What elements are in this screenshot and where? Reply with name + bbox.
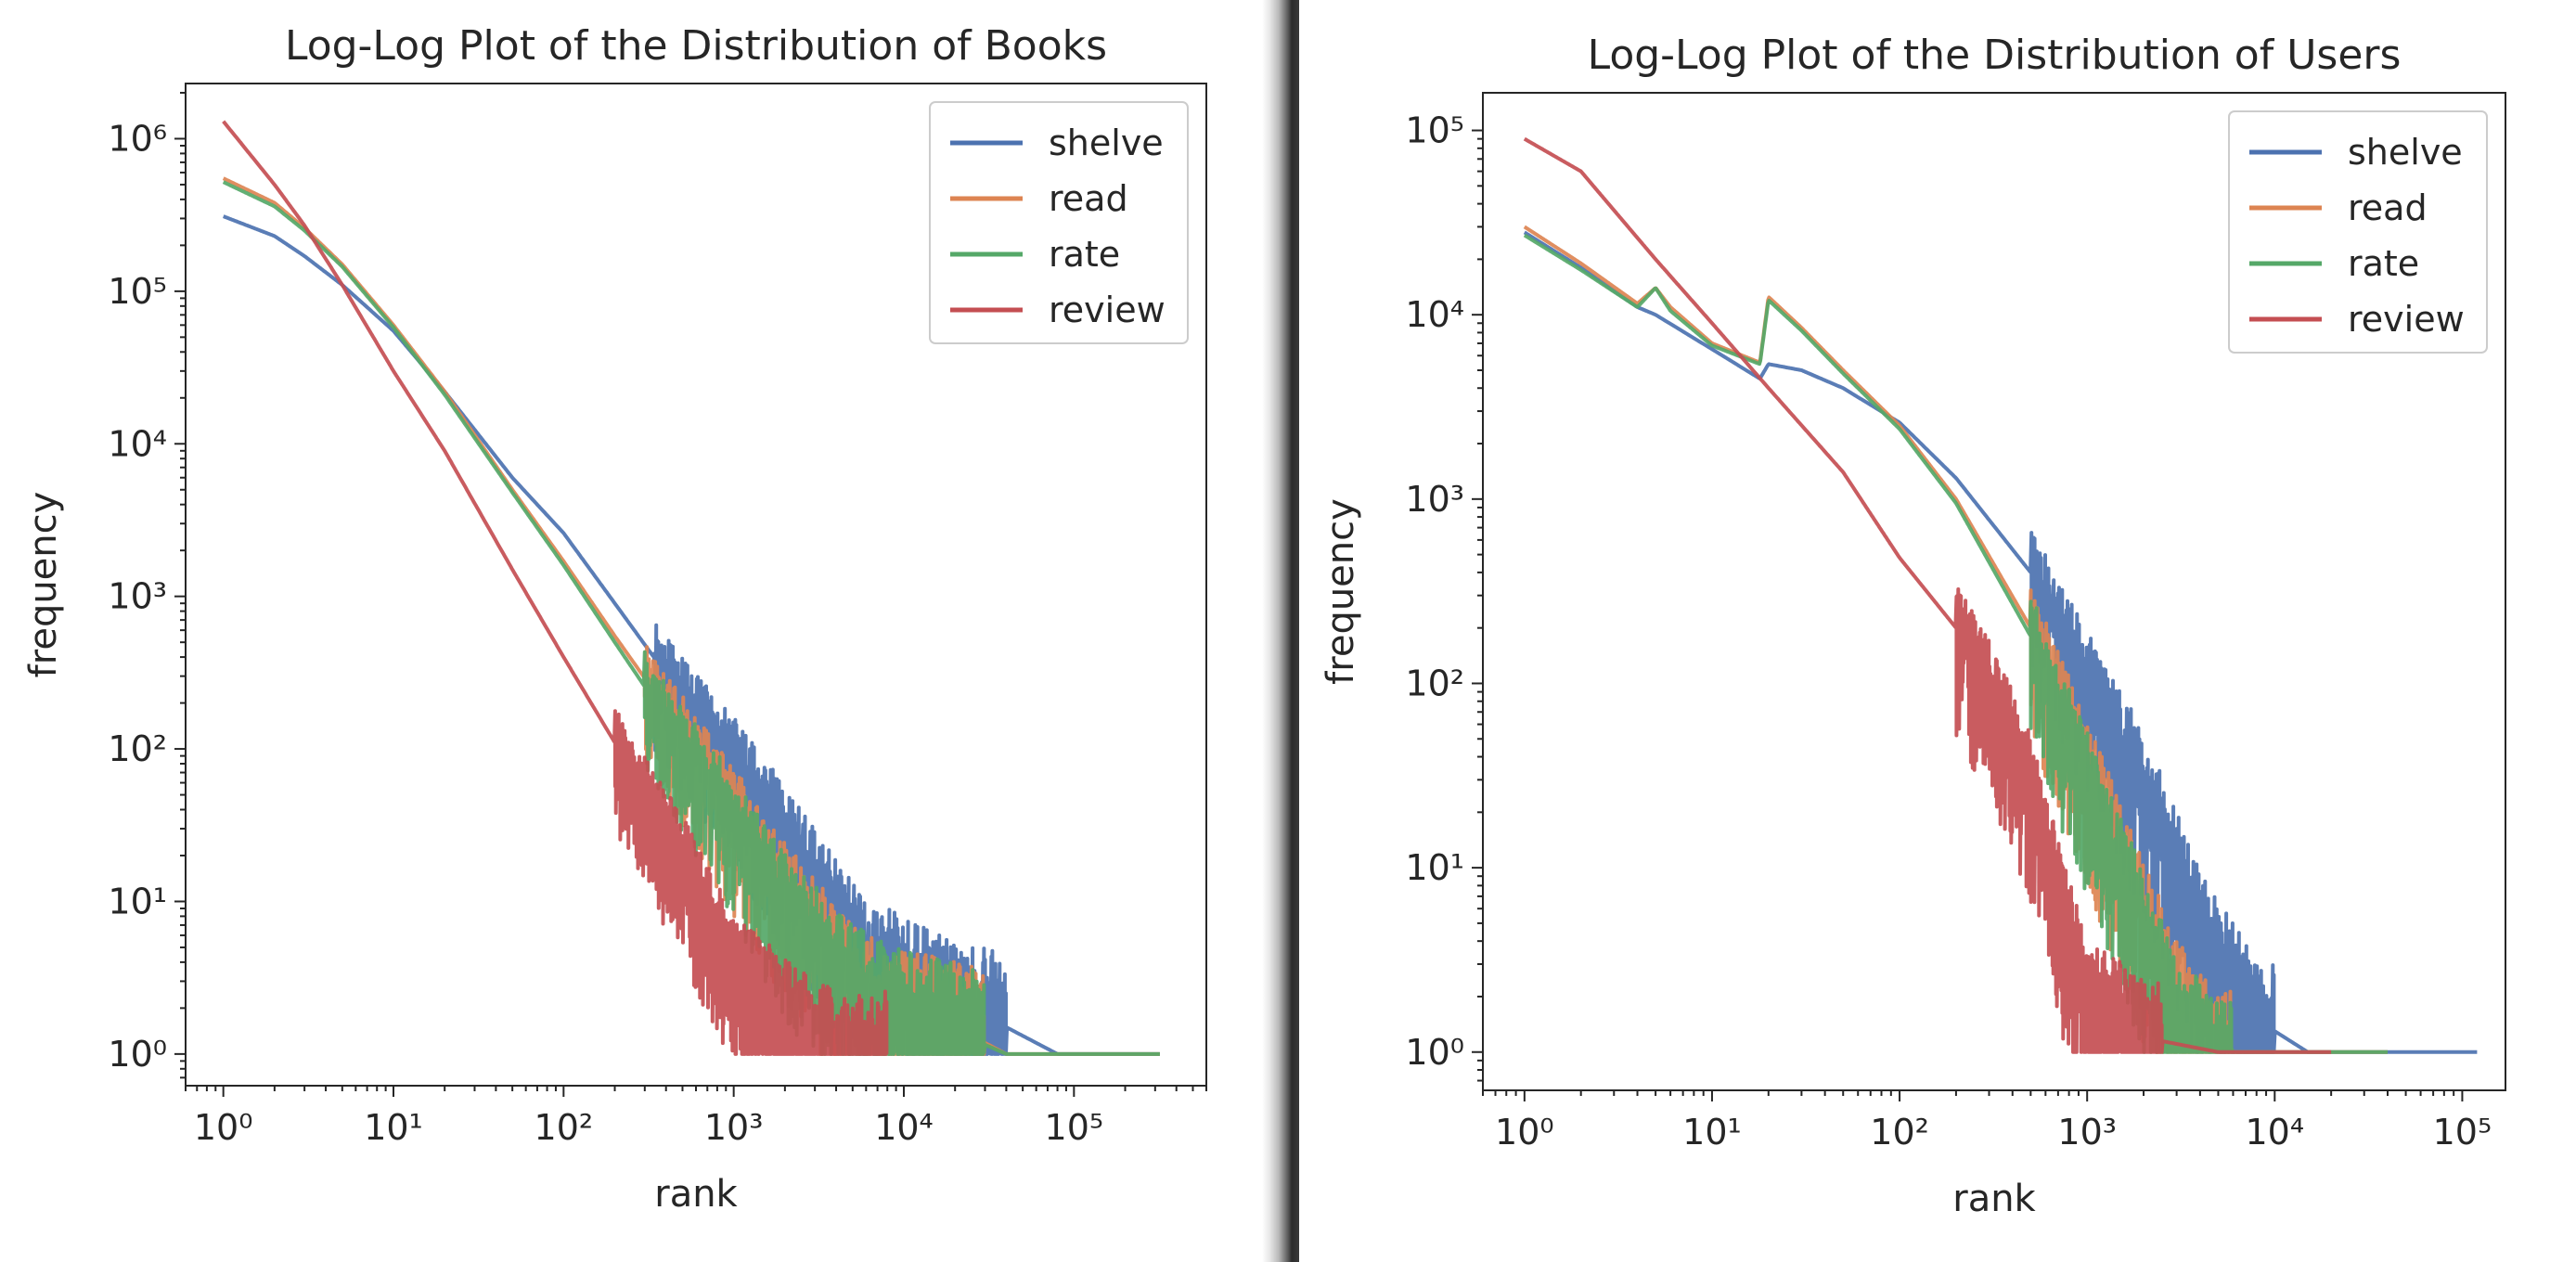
y-tick-label: 10³ <box>108 576 167 617</box>
x-tick-label: 10³ <box>704 1107 764 1148</box>
y-axis-label: frequency <box>1320 498 1362 685</box>
y-tick-label: 10⁵ <box>1405 110 1464 151</box>
series-line-review <box>222 120 889 1056</box>
plot-series-group <box>222 120 1161 1056</box>
series-line-rate <box>1523 233 2389 1054</box>
x-tick-label: 10¹ <box>364 1107 423 1148</box>
chart-title: Log-Log Plot of the Distribution of Book… <box>285 22 1107 70</box>
x-tick-label: 10² <box>1870 1112 1929 1153</box>
plot-series-group <box>1523 136 2479 1054</box>
y-tick-label: 10⁰ <box>1405 1032 1464 1073</box>
legend: shelve read rate review <box>2228 110 2488 354</box>
chart-title: Log-Log Plot of the Distribution of User… <box>1588 32 2402 79</box>
x-tick-label: 10⁵ <box>2433 1112 2492 1153</box>
x-axis-label: rank <box>1952 1178 2036 1220</box>
y-tick-label: 10⁰ <box>108 1034 167 1075</box>
legend-label-shelve: shelve <box>2348 132 2463 173</box>
series-line-rate <box>222 180 1161 1056</box>
legend-label-read: read <box>2348 187 2428 228</box>
x-tick-label: 10⁰ <box>194 1107 253 1148</box>
chart-1: 10⁰ 10¹ 10² 10³ 10⁴ 10⁵ 10⁰ 10¹ 10² 10³ 10⁴ 10⁵ 10⁶ L… <box>22 22 1207 1216</box>
x-tick-label: 10⁴ <box>874 1107 934 1148</box>
y-tick-label: 10¹ <box>108 881 167 921</box>
legend-label-read: read <box>1049 178 1128 219</box>
legend-label-shelve: shelve <box>1049 122 1164 163</box>
y-axis-label: frequency <box>22 492 65 678</box>
legend-label-review: review <box>2348 299 2465 340</box>
x-tick-label: 10⁴ <box>2246 1112 2305 1153</box>
x-tick-label: 10⁵ <box>1045 1107 1104 1148</box>
chart-2: 10⁰ 10¹ 10² 10³ 10⁴ 10⁵ 10⁰ 10¹ 10² 10³ 10⁴ 10⁵ Log-… <box>1320 32 2506 1220</box>
x-tick-label: 10² <box>535 1107 594 1148</box>
y-tick-label: 10¹ <box>1405 847 1464 888</box>
window-divider <box>1262 0 1299 1262</box>
series-line-review <box>1523 136 2333 1054</box>
y-tick-label: 10⁴ <box>108 423 167 464</box>
legend-label-rate: rate <box>1049 234 1120 275</box>
x-tick-label: 10¹ <box>1682 1112 1742 1153</box>
y-tick-label: 10⁴ <box>1405 294 1464 335</box>
y-tick-label: 10² <box>1405 663 1464 703</box>
legend-label-review: review <box>1049 290 1166 330</box>
x-axis-label: rank <box>654 1173 738 1216</box>
y-tick-label: 10⁶ <box>108 118 167 159</box>
y-tick-label: 10² <box>108 728 167 769</box>
y-tick-label: 10⁵ <box>108 271 167 312</box>
y-tick-label: 10³ <box>1405 479 1464 520</box>
legend-box <box>929 101 1189 344</box>
legend-box <box>2228 110 2488 354</box>
plot-frame <box>1482 92 2506 1091</box>
legend: shelve read rate review <box>929 101 1189 344</box>
x-tick-label: 10³ <box>2057 1112 2117 1153</box>
legend-label-rate: rate <box>2348 243 2419 284</box>
x-tick-label: 10⁰ <box>1495 1112 1554 1153</box>
series-line-shelve <box>1523 230 2479 1054</box>
